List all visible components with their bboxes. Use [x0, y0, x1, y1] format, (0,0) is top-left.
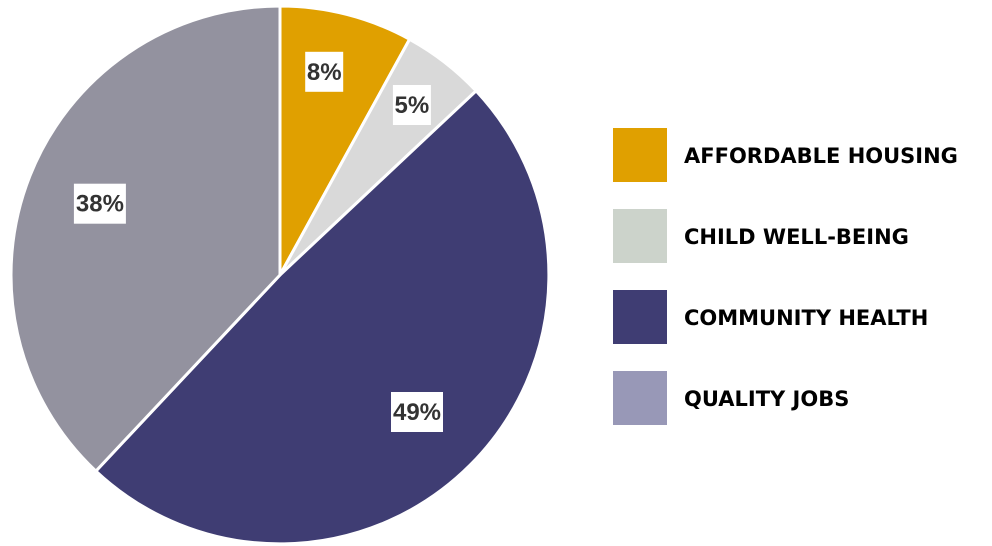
pie-slices	[9, 4, 551, 546]
slice-labels: 8% 5% 49% 38%	[73, 51, 443, 432]
legend: AFFORDABLE HOUSING CHILD WELL-BEING COMMUN…	[613, 128, 958, 425]
legend-item-quality-jobs: QUALITY JOBS	[613, 371, 849, 425]
slice-value-label: 8%	[307, 59, 342, 86]
legend-swatch-community-health	[613, 290, 667, 344]
legend-swatch-child-well-being	[613, 209, 667, 263]
slice-label-background	[305, 51, 344, 92]
slice-value-label: 5%	[395, 92, 430, 119]
legend-label-community-health: COMMUNITY HEALTH	[684, 306, 928, 330]
legend-swatch-affordable-housing	[613, 128, 667, 182]
legend-item-affordable-housing: AFFORDABLE HOUSING	[613, 128, 958, 182]
slice-label-background	[392, 85, 431, 125]
legend-item-child-well-being: CHILD WELL-BEING	[613, 209, 909, 263]
pie-slice-quality-jobs	[9, 4, 282, 473]
legend-swatch-quality-jobs	[613, 371, 667, 425]
legend-item-community-health: COMMUNITY HEALTH	[613, 290, 928, 344]
slice-label-quality-jobs: 38%	[73, 183, 126, 224]
legend-label-quality-jobs: QUALITY JOBS	[684, 387, 849, 411]
slice-value-label: 49%	[393, 399, 441, 426]
slice-label-child-well-being: 5%	[392, 85, 431, 125]
slice-label-affordable-housing: 8%	[305, 51, 344, 92]
slice-value-label: 38%	[76, 191, 124, 218]
slice-label-background	[73, 183, 126, 224]
slice-label-community-health: 49%	[391, 392, 443, 432]
slice-label-background	[391, 392, 443, 432]
legend-label-child-well-being: CHILD WELL-BEING	[684, 225, 909, 249]
legend-label-affordable-housing: AFFORDABLE HOUSING	[684, 144, 958, 168]
